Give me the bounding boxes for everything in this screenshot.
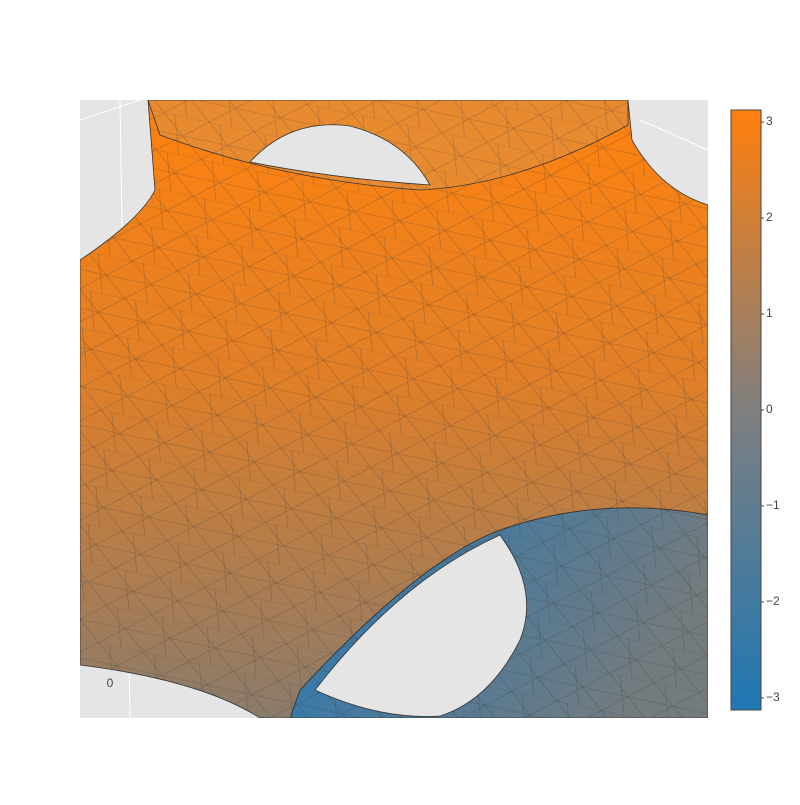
colorbar-tick-label: 2	[766, 210, 773, 224]
colorbar-tick-label: −1	[766, 498, 780, 512]
colorbar-tick-label: 3	[766, 114, 773, 128]
axis-tick-label: 0	[107, 676, 114, 690]
colorbar-tick-label: 1	[766, 306, 773, 320]
scene	[80, 100, 708, 718]
colorbar	[730, 109, 762, 711]
surface-hole	[314, 534, 528, 717]
colorbar-tick-label: −3	[766, 690, 780, 704]
surface-top-hole	[249, 124, 431, 186]
colorbar-tick-label: 0	[766, 402, 773, 416]
colorbar-tick-label: −2	[766, 594, 780, 608]
